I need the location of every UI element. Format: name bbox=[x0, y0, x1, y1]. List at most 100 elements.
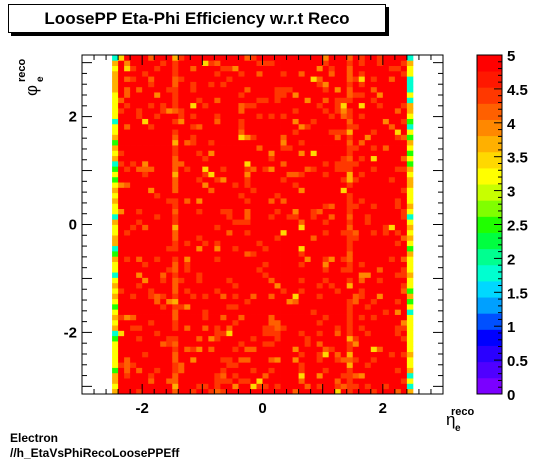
heatmap-cell bbox=[352, 219, 360, 225]
heatmap-cell bbox=[322, 325, 330, 331]
heatmap-cell bbox=[250, 356, 257, 363]
heatmap-cell bbox=[352, 288, 360, 294]
heatmap-cell bbox=[148, 118, 155, 125]
heatmap-cell bbox=[322, 129, 330, 135]
heatmap-cell bbox=[202, 298, 209, 305]
heatmap-cell bbox=[358, 118, 366, 125]
heatmap-cell bbox=[328, 314, 336, 321]
heatmap-cell bbox=[334, 208, 342, 215]
heatmap-cell bbox=[214, 113, 221, 119]
heatmap-cell bbox=[334, 282, 342, 289]
heatmap-cell bbox=[334, 76, 342, 82]
heatmap-cell bbox=[286, 378, 293, 384]
heatmap-cell bbox=[310, 314, 318, 321]
heatmap-cell bbox=[268, 97, 275, 104]
heatmap-cell bbox=[256, 388, 263, 395]
heatmap-cell bbox=[226, 256, 233, 262]
heatmap-cell bbox=[160, 92, 167, 98]
heatmap-cell bbox=[208, 266, 215, 273]
heatmap-cell bbox=[196, 282, 203, 289]
heatmap-cell bbox=[184, 155, 191, 162]
heatmap-cell bbox=[388, 160, 396, 167]
heatmap-cell bbox=[334, 129, 342, 135]
heatmap-cell bbox=[136, 325, 143, 331]
heatmap-cell bbox=[280, 288, 287, 294]
heatmap-cell bbox=[352, 383, 360, 390]
heatmap-cell bbox=[328, 383, 336, 390]
heatmap-cell bbox=[124, 65, 131, 72]
heatmap-cell bbox=[286, 213, 293, 220]
heatmap-cell bbox=[154, 145, 161, 151]
heatmap-cell bbox=[166, 182, 173, 188]
heatmap-cell bbox=[280, 150, 287, 157]
heatmap-cell bbox=[244, 261, 251, 268]
heatmap-cell bbox=[196, 70, 203, 77]
heatmap-cell bbox=[292, 145, 299, 151]
heatmap-cell bbox=[334, 60, 342, 66]
heatmap-cell bbox=[238, 346, 245, 353]
heatmap-cell bbox=[316, 330, 324, 337]
heatmap-cell bbox=[268, 176, 275, 183]
heatmap-cell bbox=[124, 298, 131, 305]
heatmap-cell bbox=[364, 356, 372, 363]
heatmap-cell bbox=[214, 208, 221, 215]
heatmap-cell bbox=[370, 224, 378, 231]
heatmap-cell bbox=[304, 388, 312, 395]
heatmap-cell bbox=[166, 107, 173, 114]
heatmap-cell bbox=[178, 139, 185, 146]
heatmap-cell bbox=[190, 319, 197, 326]
heatmap-cell bbox=[274, 229, 281, 236]
heatmap-cell bbox=[256, 81, 263, 88]
heatmap-cell bbox=[214, 388, 221, 395]
heatmap-cell bbox=[292, 171, 299, 178]
heatmap-cell bbox=[340, 330, 348, 337]
heatmap-cell bbox=[178, 224, 185, 231]
heatmap-cell bbox=[316, 139, 324, 146]
heatmap-cell bbox=[310, 76, 318, 82]
heatmap-cell bbox=[340, 107, 348, 114]
heatmap-cell bbox=[178, 298, 185, 305]
heatmap-cell bbox=[298, 176, 306, 183]
heatmap-cell bbox=[172, 272, 179, 278]
heatmap-cell bbox=[184, 134, 191, 141]
heatmap-cell bbox=[388, 102, 396, 109]
heatmap-cell bbox=[346, 139, 354, 146]
heatmap-cell bbox=[286, 272, 293, 278]
heatmap-cell bbox=[184, 309, 191, 315]
colorbar-segment bbox=[477, 216, 502, 233]
heatmap-cell bbox=[262, 235, 269, 241]
heatmap-cell bbox=[160, 362, 167, 368]
heatmap-cell bbox=[280, 76, 287, 82]
heatmap-cell bbox=[244, 166, 251, 172]
heatmap-cell bbox=[250, 198, 257, 204]
heatmap-cell bbox=[226, 160, 233, 167]
heatmap-cell bbox=[262, 129, 269, 135]
heatmap-cell bbox=[214, 319, 221, 326]
heatmap-cell bbox=[202, 383, 209, 390]
heatmap-cell bbox=[172, 362, 179, 368]
heatmap-cell bbox=[376, 298, 384, 305]
heatmap-cell bbox=[238, 362, 245, 368]
heatmap-cell bbox=[250, 298, 257, 305]
heatmap-cell bbox=[142, 372, 149, 379]
heatmap-cell bbox=[370, 388, 378, 395]
heatmap-cell bbox=[256, 198, 263, 204]
heatmap-cell bbox=[226, 86, 233, 93]
heatmap-cell bbox=[310, 372, 318, 379]
heatmap-cell bbox=[172, 282, 179, 289]
heatmap-cell bbox=[208, 113, 215, 119]
heatmap-cell bbox=[334, 372, 342, 379]
heatmap-cell bbox=[274, 86, 281, 93]
heatmap-cell bbox=[262, 139, 269, 146]
heatmap-cell bbox=[406, 198, 414, 204]
heatmap-cell bbox=[352, 250, 360, 257]
heatmap-cell bbox=[364, 92, 372, 98]
heatmap-cell bbox=[226, 250, 233, 257]
heatmap-cell bbox=[136, 208, 143, 215]
colorbar-segment bbox=[477, 361, 502, 379]
heatmap-cell bbox=[142, 277, 149, 284]
heatmap-cell bbox=[130, 250, 137, 257]
heatmap-cell bbox=[190, 325, 197, 331]
heatmap-cell bbox=[196, 182, 203, 188]
heatmap-cell bbox=[232, 367, 239, 374]
